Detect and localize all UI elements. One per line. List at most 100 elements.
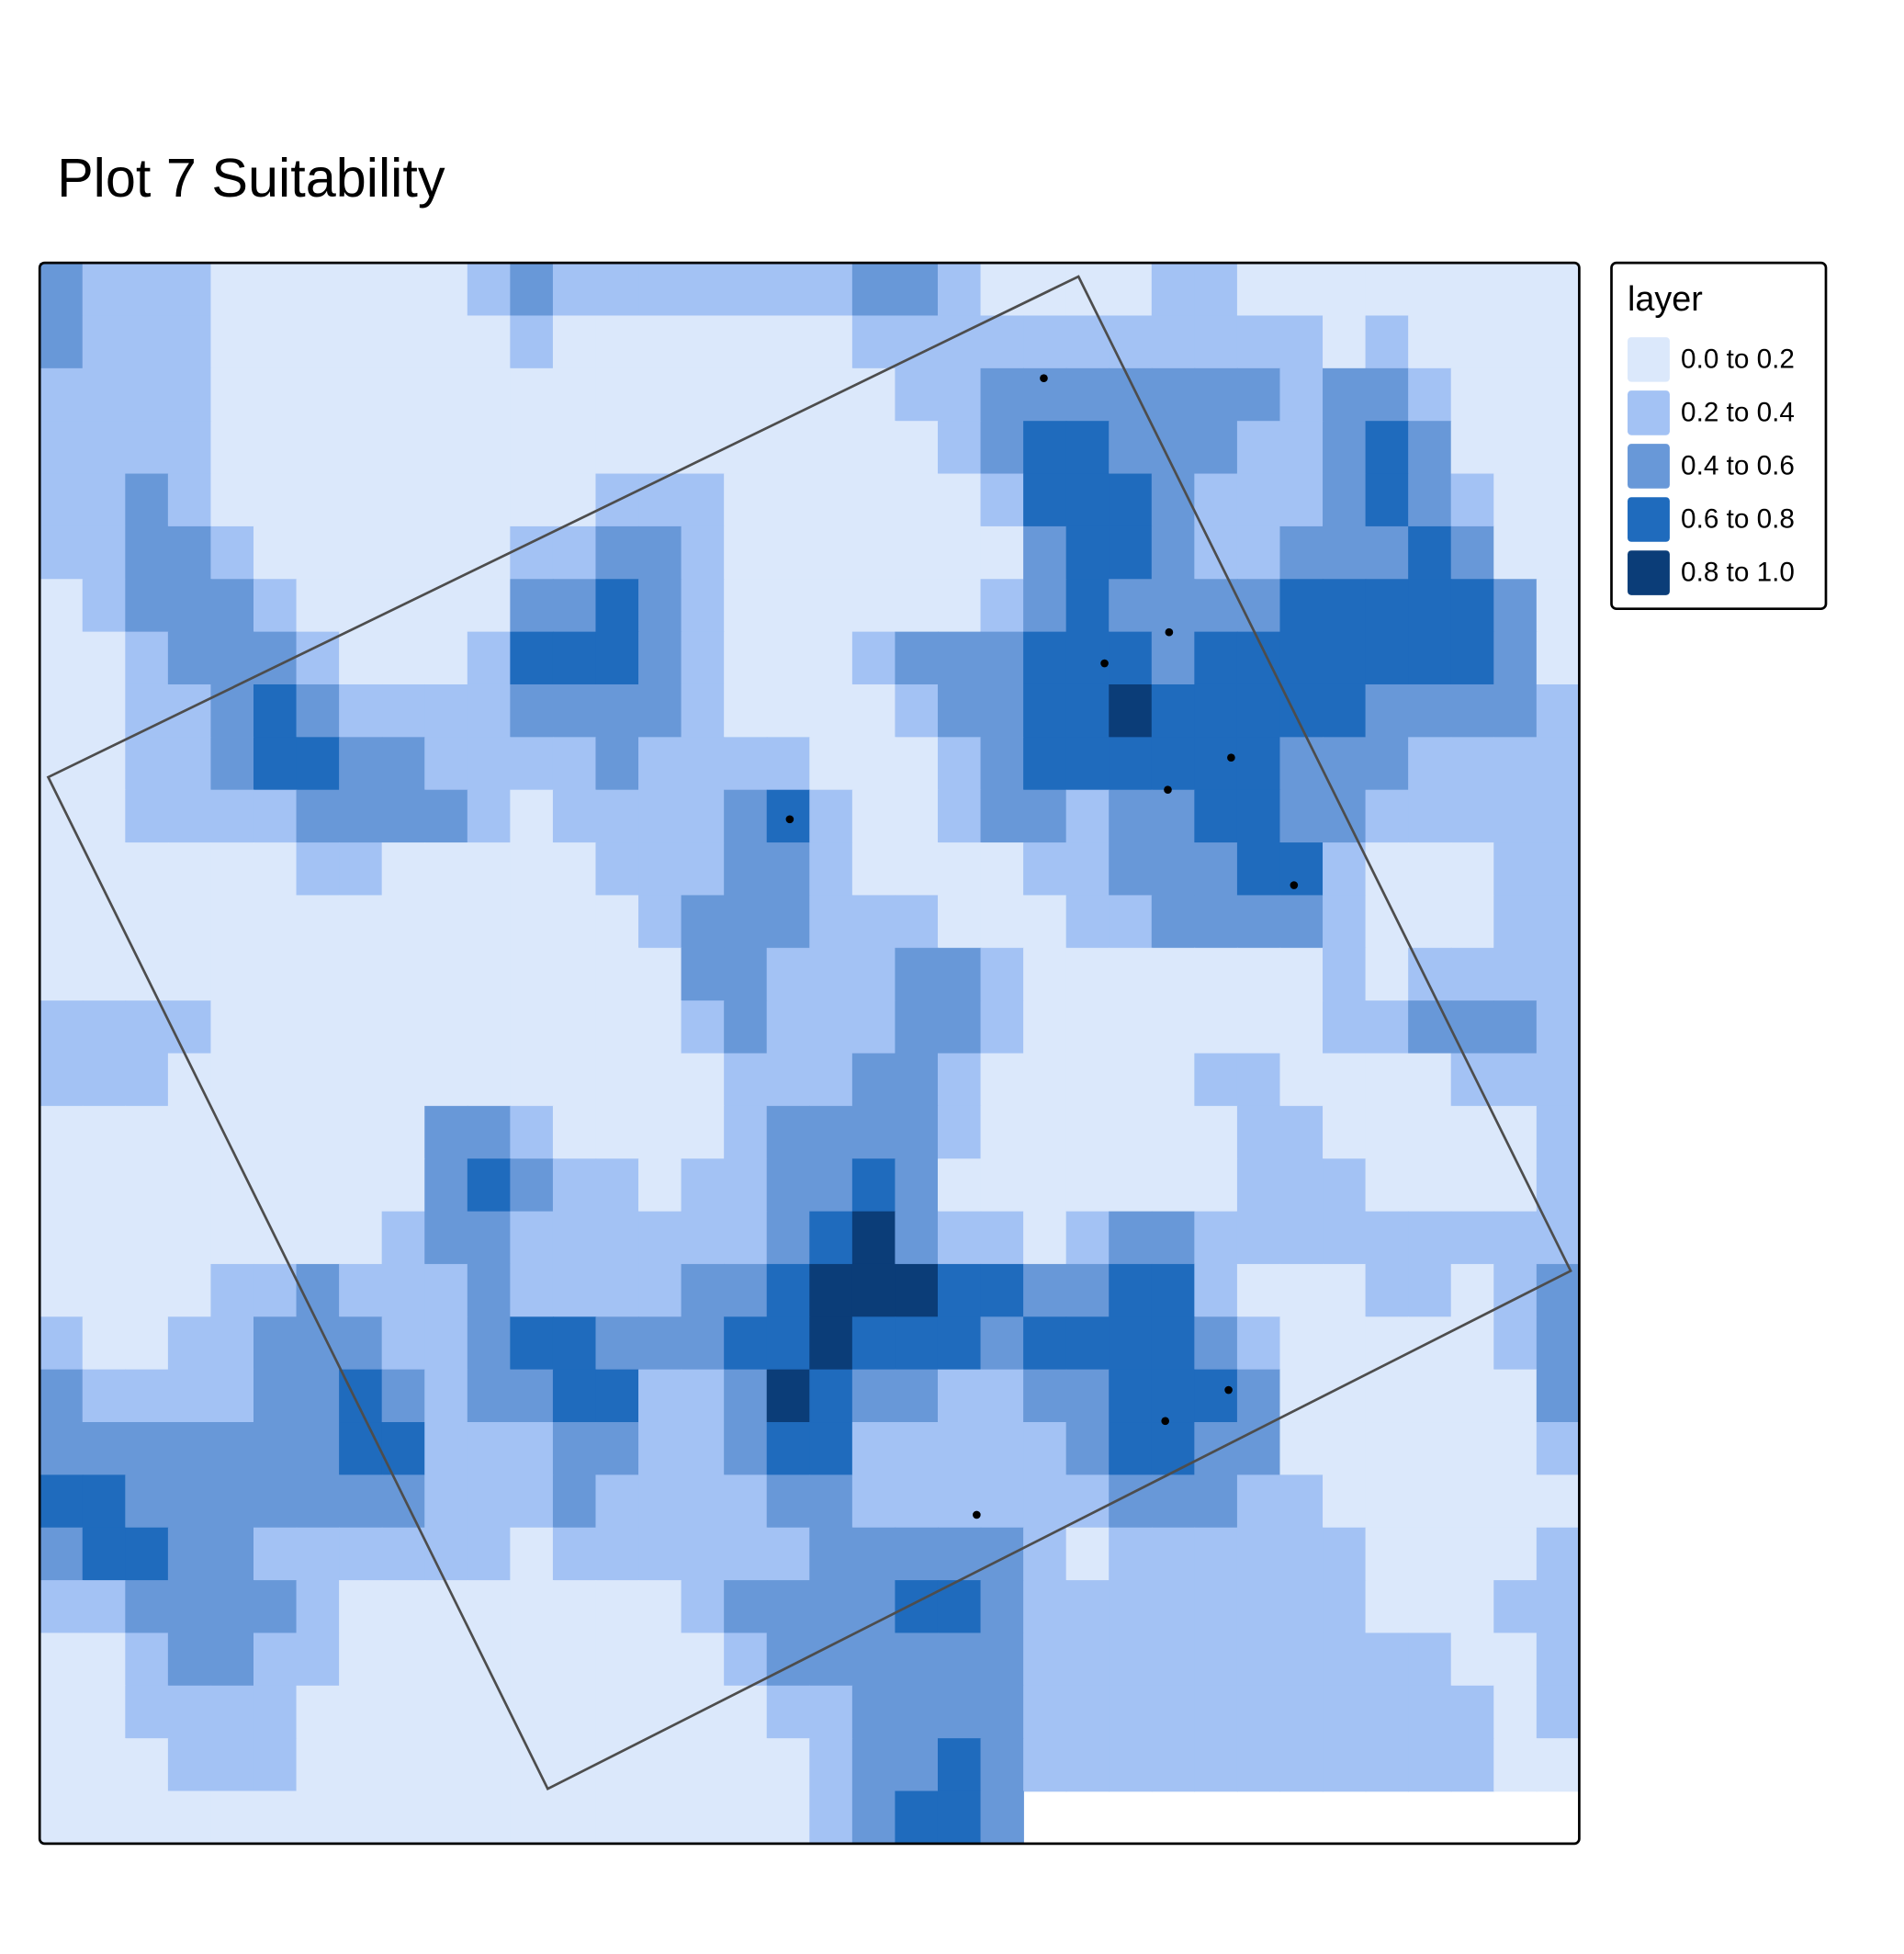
raster-cell bbox=[809, 1738, 853, 1792]
raster-cell bbox=[1365, 1211, 1409, 1265]
raster-cell bbox=[1065, 1211, 1110, 1265]
raster-cell bbox=[809, 1053, 853, 1107]
raster-cell bbox=[1279, 1105, 1324, 1160]
raster-cell bbox=[1194, 631, 1238, 685]
raster-cell bbox=[467, 737, 512, 791]
raster-cell bbox=[681, 263, 725, 317]
raster-cell bbox=[595, 1527, 639, 1581]
raster-cell bbox=[296, 263, 340, 317]
raster-cell bbox=[1323, 367, 1367, 423]
raster-cell bbox=[724, 367, 768, 423]
raster-cell bbox=[253, 1105, 298, 1160]
raster-cell bbox=[895, 1053, 939, 1107]
raster-cell bbox=[980, 1527, 1024, 1581]
raster-cell bbox=[1236, 895, 1281, 949]
raster-cell bbox=[1023, 1211, 1067, 1265]
raster-cell bbox=[1365, 631, 1409, 685]
raster-cell bbox=[595, 1000, 639, 1055]
raster-cell bbox=[1365, 1685, 1409, 1739]
raster-cell bbox=[1408, 1738, 1452, 1792]
raster-cell bbox=[1065, 525, 1110, 581]
raster-cell bbox=[937, 789, 982, 843]
raster-cell bbox=[851, 1105, 896, 1160]
raster-cell bbox=[1065, 737, 1110, 791]
raster-cell bbox=[724, 895, 768, 949]
map-title: Plot 7 Suitability bbox=[57, 147, 445, 209]
raster-cell bbox=[210, 1738, 254, 1792]
raster-cell bbox=[595, 1474, 639, 1529]
raster-cell bbox=[1236, 263, 1281, 317]
raster-cell bbox=[980, 421, 1024, 475]
raster-cell bbox=[39, 1527, 84, 1581]
raster-cell bbox=[510, 1105, 554, 1160]
raster-cell bbox=[638, 367, 682, 423]
raster-cell bbox=[1493, 1580, 1538, 1634]
raster-cell bbox=[681, 895, 725, 949]
raster-cell bbox=[1408, 1580, 1452, 1634]
sample-point bbox=[1040, 374, 1048, 383]
raster-cell bbox=[381, 1790, 426, 1845]
raster-cell bbox=[1023, 1580, 1067, 1634]
raster-cell bbox=[595, 683, 639, 739]
raster-cell bbox=[1023, 895, 1067, 949]
raster-cell bbox=[681, 1053, 725, 1107]
raster-cell bbox=[1023, 842, 1067, 897]
raster-cell bbox=[381, 631, 426, 685]
raster-cell bbox=[1065, 1053, 1110, 1107]
raster-cell bbox=[937, 473, 982, 527]
raster-cell bbox=[851, 1685, 896, 1739]
raster-cell bbox=[82, 683, 127, 739]
raster-cell bbox=[638, 1527, 682, 1581]
raster-cell bbox=[510, 1632, 554, 1687]
raster-cell bbox=[424, 1053, 468, 1107]
raster-cell bbox=[681, 947, 725, 1001]
raster-cell bbox=[1450, 1263, 1495, 1318]
raster-cell bbox=[809, 1790, 853, 1845]
raster-cell bbox=[39, 1632, 84, 1687]
raster-cell bbox=[1536, 1685, 1581, 1739]
raster-cell bbox=[937, 1738, 982, 1792]
raster-cell bbox=[1365, 1632, 1409, 1687]
raster-cell bbox=[381, 1738, 426, 1792]
raster-cell bbox=[980, 1685, 1024, 1739]
raster-cell bbox=[1365, 1527, 1409, 1581]
raster-cell bbox=[1109, 842, 1153, 897]
raster-cell bbox=[552, 1000, 597, 1055]
raster-cell bbox=[210, 1053, 254, 1107]
raster-cell bbox=[1151, 789, 1196, 843]
raster-cell bbox=[980, 1738, 1024, 1792]
raster-cell bbox=[1194, 1053, 1238, 1107]
raster-cell bbox=[39, 1211, 84, 1265]
raster-cell bbox=[296, 1211, 340, 1265]
raster-cell bbox=[1023, 631, 1067, 685]
raster-cell bbox=[210, 421, 254, 475]
raster-cell bbox=[681, 1211, 725, 1265]
raster-cell bbox=[724, 1369, 768, 1423]
raster-cell bbox=[1493, 1632, 1538, 1687]
raster-cell bbox=[851, 842, 896, 897]
raster-cell bbox=[895, 579, 939, 633]
raster-cell bbox=[510, 579, 554, 633]
raster-cell bbox=[1408, 683, 1452, 739]
raster-cell bbox=[895, 947, 939, 1001]
raster-cell bbox=[424, 421, 468, 475]
raster-cell bbox=[724, 1527, 768, 1581]
raster-cell bbox=[1151, 1263, 1196, 1318]
raster-cell bbox=[1536, 525, 1581, 581]
raster-cell bbox=[1151, 1105, 1196, 1160]
raster-cell bbox=[82, 842, 127, 897]
raster-cell bbox=[82, 525, 127, 581]
raster-cell bbox=[381, 1158, 426, 1213]
raster-cell bbox=[595, 1158, 639, 1213]
legend-label: 0.2 to 0.4 bbox=[1681, 398, 1795, 428]
raster-cell bbox=[467, 263, 512, 317]
raster-cell bbox=[851, 1316, 896, 1371]
raster-cell bbox=[980, 367, 1024, 423]
raster-cell bbox=[595, 421, 639, 475]
raster-cell bbox=[1365, 1474, 1409, 1529]
raster-cell bbox=[851, 421, 896, 475]
raster-cell bbox=[210, 631, 254, 685]
raster-cell bbox=[1151, 1316, 1196, 1371]
raster-cell bbox=[1365, 315, 1409, 369]
raster-cell bbox=[1536, 842, 1581, 897]
